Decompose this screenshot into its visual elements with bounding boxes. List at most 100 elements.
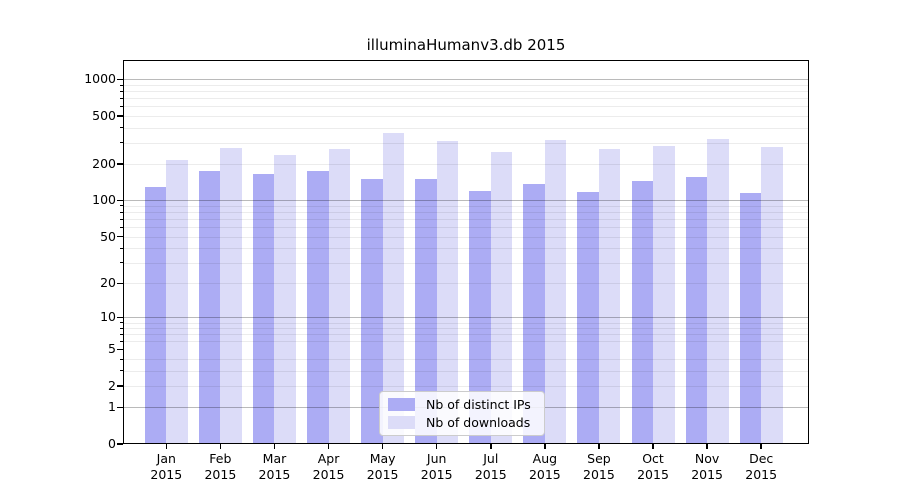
y-tick-minor: [119, 236, 123, 238]
x-tick: [706, 444, 708, 449]
legend-row-distinct-ips: Nb of distinct IPs: [388, 397, 536, 412]
x-tick-month: Jun: [426, 451, 447, 466]
y-tick-minor: [119, 97, 123, 99]
y-tick-minor: [119, 385, 123, 387]
gridline-minor: [123, 341, 809, 343]
gridline-minor: [123, 106, 809, 108]
y-tick-label: 0: [108, 436, 116, 451]
x-tick: [490, 444, 492, 449]
bar-distinct-ips-Nov: [685, 177, 708, 444]
x-tick-month: May: [369, 451, 396, 466]
y-tick: [117, 316, 123, 319]
y-tick-minor: [119, 340, 123, 342]
bar-downloads-Apr: [328, 149, 351, 444]
x-tick-label: Jun 2015: [405, 451, 469, 482]
y-tick-label: 20: [100, 275, 116, 291]
x-tick-label: Oct 2015: [621, 451, 685, 482]
gridline-minor: [123, 322, 809, 324]
x-tick-month: Mar: [262, 451, 287, 466]
y-tick-label: 1000: [84, 71, 116, 87]
x-tick-label: Aug 2015: [513, 451, 577, 482]
x-tick-year: 2015: [637, 466, 669, 482]
bar-downloads-May: [382, 133, 405, 444]
bar-downloads-Aug: [544, 140, 567, 444]
gridline-major: [123, 200, 809, 202]
bar-downloads-Jun: [436, 141, 459, 444]
x-tick-year: 2015: [474, 466, 507, 482]
x-tick-label: Mar 2015: [242, 451, 306, 482]
gridline-minor: [123, 142, 809, 144]
y-tick-minor: [119, 115, 123, 117]
bar-distinct-ips-Oct: [631, 180, 654, 444]
x-tick: [327, 444, 330, 449]
bar-distinct-ips-Dec: [739, 192, 762, 444]
y-tick-minor: [119, 205, 123, 207]
y-tick-minor: [119, 105, 123, 107]
bar-downloads-Oct: [653, 146, 675, 444]
grid-layer: [123, 60, 809, 444]
x-tick-month: Dec: [749, 451, 774, 466]
legend-label-distinct-ips: Nb of distinct IPs: [426, 397, 531, 412]
bar-distinct-ips-Jan: [144, 186, 167, 444]
legend-swatch-downloads: [388, 416, 415, 429]
x-tick-label: Jan 2015: [134, 451, 198, 482]
y-tick-minor: [119, 226, 123, 228]
y-tick-minor: [119, 327, 123, 329]
bar-distinct-ips-Apr: [307, 171, 329, 444]
x-tick-year: 2015: [366, 466, 399, 482]
y-tick-label: 50: [100, 228, 116, 244]
gridline-minor: [123, 164, 809, 166]
gridline-minor: [123, 283, 809, 285]
x-tick-month: Sep: [587, 451, 611, 466]
bar-downloads-Dec: [761, 147, 783, 444]
y-tick-minor: [119, 358, 123, 360]
gridline-minor: [123, 115, 809, 117]
x-tick: [165, 444, 168, 449]
y-tick-minor: [119, 211, 123, 213]
x-tick-month: Jul: [483, 451, 499, 466]
x-tick-month: Feb: [209, 451, 232, 466]
x-tick-month: Nov: [694, 451, 720, 466]
y-tick-minor: [119, 127, 123, 129]
x-tick-label: Dec 2015: [729, 451, 793, 482]
x-tick-year: 2015: [420, 466, 453, 482]
plot-area: [123, 60, 809, 444]
x-tick-label: Sep 2015: [567, 451, 631, 482]
bar-downloads-Mar: [274, 154, 296, 444]
chart-title: illuminaHumanv3.db 2015: [366, 36, 566, 54]
y-tick-minor: [119, 84, 123, 86]
gridline-minor: [123, 227, 809, 229]
x-tick-month: Apr: [317, 451, 340, 466]
bar-downloads-Feb: [220, 148, 242, 444]
bar-distinct-ips-Sep: [577, 191, 599, 444]
gridline-minor: [123, 248, 809, 250]
gridline-minor: [123, 91, 809, 93]
legend-row-downloads: Nb of downloads: [388, 415, 536, 430]
x-tick: [652, 444, 654, 449]
x-tick-month: Aug: [532, 451, 558, 466]
x-tick: [381, 444, 384, 449]
y-tick-minor: [119, 90, 123, 92]
x-tick: [544, 444, 546, 449]
bar-distinct-ips-Jun: [415, 179, 437, 444]
gridline-minor: [123, 127, 809, 129]
x-tick-label: Jul 2015: [459, 451, 523, 482]
bar-downloads-Jan: [166, 160, 188, 444]
bar-downloads-Jul: [490, 152, 513, 444]
gridline-minor: [123, 212, 809, 214]
x-tick: [435, 444, 438, 449]
x-tick-year: 2015: [150, 466, 183, 482]
legend: Nb of distinct IPs Nb of downloads: [379, 391, 545, 436]
gridline-minor: [123, 370, 809, 372]
legend-label-downloads: Nb of downloads: [426, 415, 531, 430]
gridline-minor: [123, 359, 809, 361]
bars-layer: [123, 60, 809, 444]
gridline-minor: [123, 219, 809, 221]
x-tick-year: 2015: [691, 466, 723, 482]
legend-swatch-distinct-ips: [388, 398, 415, 411]
gridline-minor: [123, 386, 809, 388]
bar-distinct-ips-Aug: [523, 184, 545, 444]
bar-downloads-Nov: [707, 139, 729, 444]
y-tick-minor: [119, 322, 123, 323]
x-tick-month: Jan: [156, 451, 176, 466]
